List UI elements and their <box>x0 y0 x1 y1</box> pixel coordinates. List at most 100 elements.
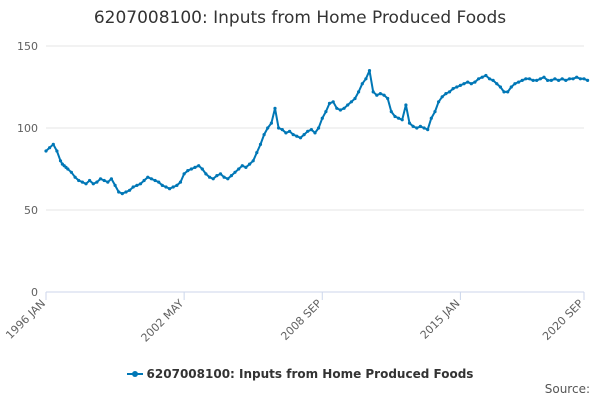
data-point <box>269 121 273 125</box>
data-point <box>128 188 132 192</box>
data-point <box>193 165 197 169</box>
data-point <box>451 87 455 91</box>
x-tick-label: 2008 SEP <box>278 297 324 343</box>
data-point <box>66 167 70 171</box>
data-point <box>531 78 535 82</box>
y-tick-label: 0 <box>31 286 38 299</box>
data-point <box>549 78 553 82</box>
data-point <box>291 133 295 137</box>
data-point <box>135 183 139 187</box>
data-point <box>160 183 164 187</box>
data-point <box>400 118 404 122</box>
data-point <box>349 100 353 104</box>
data-point <box>509 85 513 89</box>
data-point <box>447 90 452 94</box>
data-point <box>487 77 492 81</box>
data-point <box>317 126 321 130</box>
data-point <box>506 90 510 94</box>
data-point <box>182 172 186 176</box>
data-point <box>80 180 84 184</box>
data-point <box>571 77 575 81</box>
data-point <box>542 75 546 79</box>
data-point <box>517 80 521 84</box>
data-point <box>535 78 539 82</box>
data-point <box>240 164 244 168</box>
data-point <box>418 124 422 128</box>
data-point <box>433 110 437 114</box>
y-tick-label: 50 <box>24 204 38 217</box>
data-point <box>55 149 59 153</box>
data-point <box>73 175 77 179</box>
data-point <box>218 172 223 176</box>
data-point <box>295 134 299 138</box>
data-point <box>157 180 161 184</box>
data-point <box>407 121 412 125</box>
data-point <box>411 124 415 128</box>
data-point <box>248 162 252 166</box>
data-point <box>480 75 484 79</box>
data-point <box>466 80 470 84</box>
data-point <box>404 103 408 107</box>
data-point <box>491 78 495 82</box>
legend-swatch <box>126 371 143 377</box>
x-tick-label: 2002 MAY <box>139 297 187 345</box>
data-point <box>458 83 462 87</box>
data-point <box>197 164 201 168</box>
data-point <box>371 90 375 94</box>
data-point <box>367 69 372 73</box>
data-point <box>131 185 135 189</box>
data-point <box>44 149 48 153</box>
data-point <box>309 128 313 132</box>
data-point <box>437 100 441 104</box>
data-point <box>429 116 433 120</box>
data-point <box>51 142 55 146</box>
data-point <box>91 182 95 186</box>
axes <box>45 291 585 300</box>
data-point <box>84 182 88 186</box>
grid-lines <box>46 45 584 211</box>
data-point <box>215 174 219 178</box>
data-point <box>320 116 324 120</box>
data-point <box>469 82 473 86</box>
data-point <box>178 180 183 184</box>
data-point <box>524 77 528 81</box>
data-point <box>386 96 390 101</box>
data-point <box>298 136 303 140</box>
data-point <box>251 159 255 163</box>
data-point <box>586 78 590 82</box>
data-point <box>578 77 583 81</box>
data-point <box>175 183 179 187</box>
data-point <box>495 82 499 86</box>
data-point <box>255 151 259 155</box>
data-point <box>502 90 506 94</box>
data-point <box>567 77 572 81</box>
data-point <box>513 82 517 86</box>
data-point <box>106 180 110 184</box>
data-point <box>153 178 157 183</box>
x-tick-label: 2015 JAN <box>418 297 463 342</box>
data-point <box>266 126 270 130</box>
data-point <box>69 170 73 174</box>
data-point <box>477 77 481 81</box>
data-point <box>146 175 150 179</box>
data-point <box>498 85 502 89</box>
data-point <box>186 169 190 173</box>
data-point <box>189 167 193 171</box>
legend-item[interactable]: 6207008100: Inputs from Home Produced Fo… <box>126 367 473 381</box>
data-point <box>208 175 212 179</box>
data-point <box>58 159 63 163</box>
data-point <box>273 106 277 110</box>
x-tick-label: 1996 JAN <box>3 297 48 342</box>
data-point <box>462 82 466 86</box>
data-point <box>546 78 550 82</box>
data-point <box>564 78 568 82</box>
data-point <box>527 77 532 81</box>
data-point <box>88 178 92 183</box>
data-point <box>364 77 368 81</box>
data-point <box>313 131 317 135</box>
data-point <box>560 77 564 81</box>
data-point <box>473 80 477 84</box>
data-point <box>557 78 561 82</box>
data-point <box>455 85 459 89</box>
data-point <box>338 108 342 112</box>
